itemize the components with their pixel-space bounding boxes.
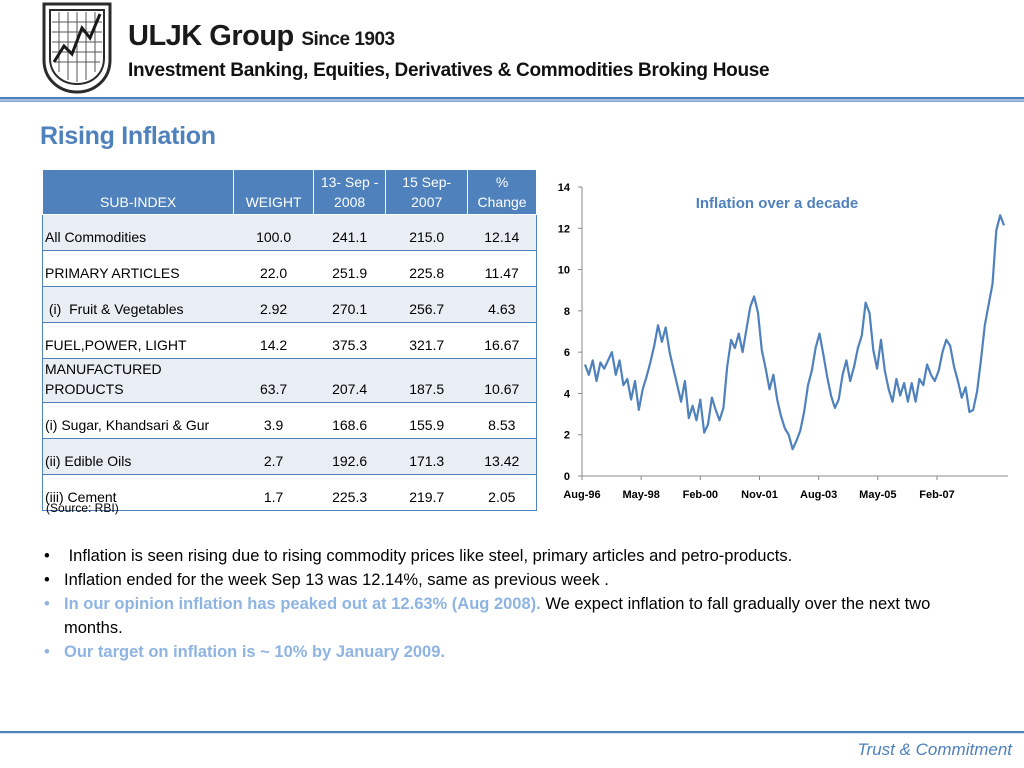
value-2008-cell: 270.1 <box>313 286 386 323</box>
page-title: Rising Inflation <box>40 122 216 150</box>
sub-index-cell: (iii) Cement <box>42 474 234 511</box>
column-header: SUB-INDEX <box>41 169 235 215</box>
y-tick-label: 2 <box>564 430 570 442</box>
inflation-line-chart: 0 2 4 6 8 10 12 14 Aug-96 May-98 Feb-00 Nov-01 Aug-0… <box>558 182 1008 501</box>
bullet-item: • In our opinion inflation has peaked ou… <box>40 592 980 640</box>
value-2008-cell: 375.3 <box>313 322 386 359</box>
footer-divider <box>0 731 1024 734</box>
y-tick-label: 10 <box>558 265 570 277</box>
y-tick-label: 12 <box>558 223 570 235</box>
weight-cell: 2.7 <box>233 438 314 475</box>
x-tick-label: May-98 <box>623 489 660 501</box>
value-2008-cell: 192.6 <box>313 438 386 475</box>
weight-cell: 14.2 <box>233 322 314 359</box>
value-2007-cell: 187.5 <box>385 358 468 403</box>
sub-index-cell: (i) Fruit & Vegetables <box>42 286 234 323</box>
table-row: MANUFACTURED PRODUCTS 63.7 207.4 187.5 1… <box>42 358 537 403</box>
value-2008-cell: 251.9 <box>313 250 386 287</box>
change-cell: 4.63 <box>467 286 537 323</box>
table-row: (iii) Cement 1.7 225.3 219.7 2.05 <box>42 474 537 511</box>
table-row: (i) Fruit & Vegetables 2.92 270.1 256.7 … <box>42 286 537 323</box>
change-cell: 2.05 <box>467 474 537 511</box>
company-logo <box>42 2 112 94</box>
value-2007-cell: 215.0 <box>385 214 468 251</box>
bullet-dot: • <box>44 547 50 565</box>
sub-index-cell: (i) Sugar, Khandsari & Gur <box>42 402 234 439</box>
sub-index-cell: MANUFACTURED PRODUCTS <box>42 358 234 403</box>
change-cell: 12.14 <box>467 214 537 251</box>
brand-tagline: Investment Banking, Equities, Derivative… <box>128 60 770 81</box>
bullet-highlight: Our target on inflation is ~ 10% by Janu… <box>64 643 445 661</box>
bullet-dot: • <box>44 643 50 661</box>
series-line <box>583 214 1006 451</box>
bullet-text: We expect inflation to fall gradually ov… <box>64 595 931 637</box>
change-cell: 11.47 <box>467 250 537 287</box>
x-tick-label: Feb-07 <box>919 489 954 501</box>
weight-cell: 1.7 <box>233 474 314 511</box>
table-row: PRIMARY ARTICLES 22.0 251.9 225.8 11.47 <box>42 250 537 287</box>
sub-index-cell: All Commodities <box>42 214 234 251</box>
value-2007-cell: 321.7 <box>385 322 468 359</box>
footer-slogan: Trust & Commitment <box>857 740 1012 759</box>
value-2008-cell: 241.1 <box>313 214 386 251</box>
value-2007-cell: 256.7 <box>385 286 468 323</box>
x-tick-label: Aug-03 <box>800 489 837 501</box>
brand-since: Since 1903 <box>301 29 395 50</box>
sub-index-cell: FUEL,POWER, LIGHT <box>42 322 234 359</box>
value-2008-cell: 168.6 <box>313 402 386 439</box>
value-2008-cell: 207.4 <box>313 358 386 403</box>
y-tick-label: 4 <box>564 388 571 400</box>
value-2007-cell: 155.9 <box>385 402 468 439</box>
column-header: % Change <box>467 169 537 215</box>
bullet-item: • Our target on inflation is ~ 10% by Ja… <box>40 640 980 664</box>
x-tick-label: Nov-01 <box>741 489 778 501</box>
y-tick-label: 14 <box>558 182 571 194</box>
weight-cell: 22.0 <box>233 250 314 287</box>
value-2008-cell: 225.3 <box>313 474 386 511</box>
weight-cell: 100.0 <box>233 214 314 251</box>
column-header: 13- Sep - 2008 <box>312 169 387 215</box>
bullet-text: Inflation is seen rising due to rising c… <box>64 547 793 565</box>
bullet-dot: • <box>44 571 50 589</box>
weight-cell: 3.9 <box>233 402 314 439</box>
sub-index-cell: PRIMARY ARTICLES <box>42 250 234 287</box>
bullet-highlight: In our opinion inflation has peaked out … <box>64 595 541 613</box>
x-tick-label: May-05 <box>859 489 896 501</box>
x-tick-label: Feb-00 <box>683 489 718 501</box>
inflation-table: SUB-INDEX WEIGHT 13- Sep - 2008 15 Sep- … <box>41 169 537 511</box>
brand-name: ULJK Group Since 1903 <box>128 20 395 53</box>
change-cell: 10.67 <box>467 358 537 403</box>
value-2007-cell: 171.3 <box>385 438 468 475</box>
change-cell: 8.53 <box>467 402 537 439</box>
change-cell: 13.42 <box>467 438 537 475</box>
chart-title: Inflation over a decade <box>696 195 859 212</box>
table-row: All Commodities 100.0 241.1 215.0 12.14 <box>42 214 537 251</box>
brand-name-text: ULJK Group <box>128 20 294 52</box>
column-header: WEIGHT <box>233 169 314 215</box>
bullet-dot: • <box>44 595 50 613</box>
header-divider <box>0 97 1024 102</box>
change-cell: 16.67 <box>467 322 537 359</box>
y-tick-label: 0 <box>564 471 570 483</box>
value-2007-cell: 225.8 <box>385 250 468 287</box>
table-row: (ii) Edible Oils 2.7 192.6 171.3 13.42 <box>42 438 537 475</box>
y-tick-label: 8 <box>564 306 570 318</box>
sub-index-cell: (ii) Edible Oils <box>42 438 234 475</box>
x-tick-label: Aug-96 <box>563 489 600 501</box>
weight-cell: 2.92 <box>233 286 314 323</box>
column-header: 15 Sep- 2007 <box>385 169 469 215</box>
bullet-item: • Inflation ended for the week Sep 13 wa… <box>40 568 980 592</box>
bullet-item: • Inflation is seen rising due to rising… <box>40 544 980 568</box>
table-source: (Source: RBI) <box>46 501 119 515</box>
table-row: FUEL,POWER, LIGHT 14.2 375.3 321.7 16.67 <box>42 322 537 359</box>
bullet-text: Inflation ended for the week Sep 13 was … <box>64 571 609 589</box>
table-row: (i) Sugar, Khandsari & Gur 3.9 168.6 155… <box>42 402 537 439</box>
commentary-list: • Inflation is seen rising due to rising… <box>40 544 980 664</box>
weight-cell: 63.7 <box>233 358 314 403</box>
y-tick-label: 6 <box>564 347 570 359</box>
value-2007-cell: 219.7 <box>385 474 468 511</box>
table-header-row: SUB-INDEX WEIGHT 13- Sep - 2008 15 Sep- … <box>41 169 537 215</box>
